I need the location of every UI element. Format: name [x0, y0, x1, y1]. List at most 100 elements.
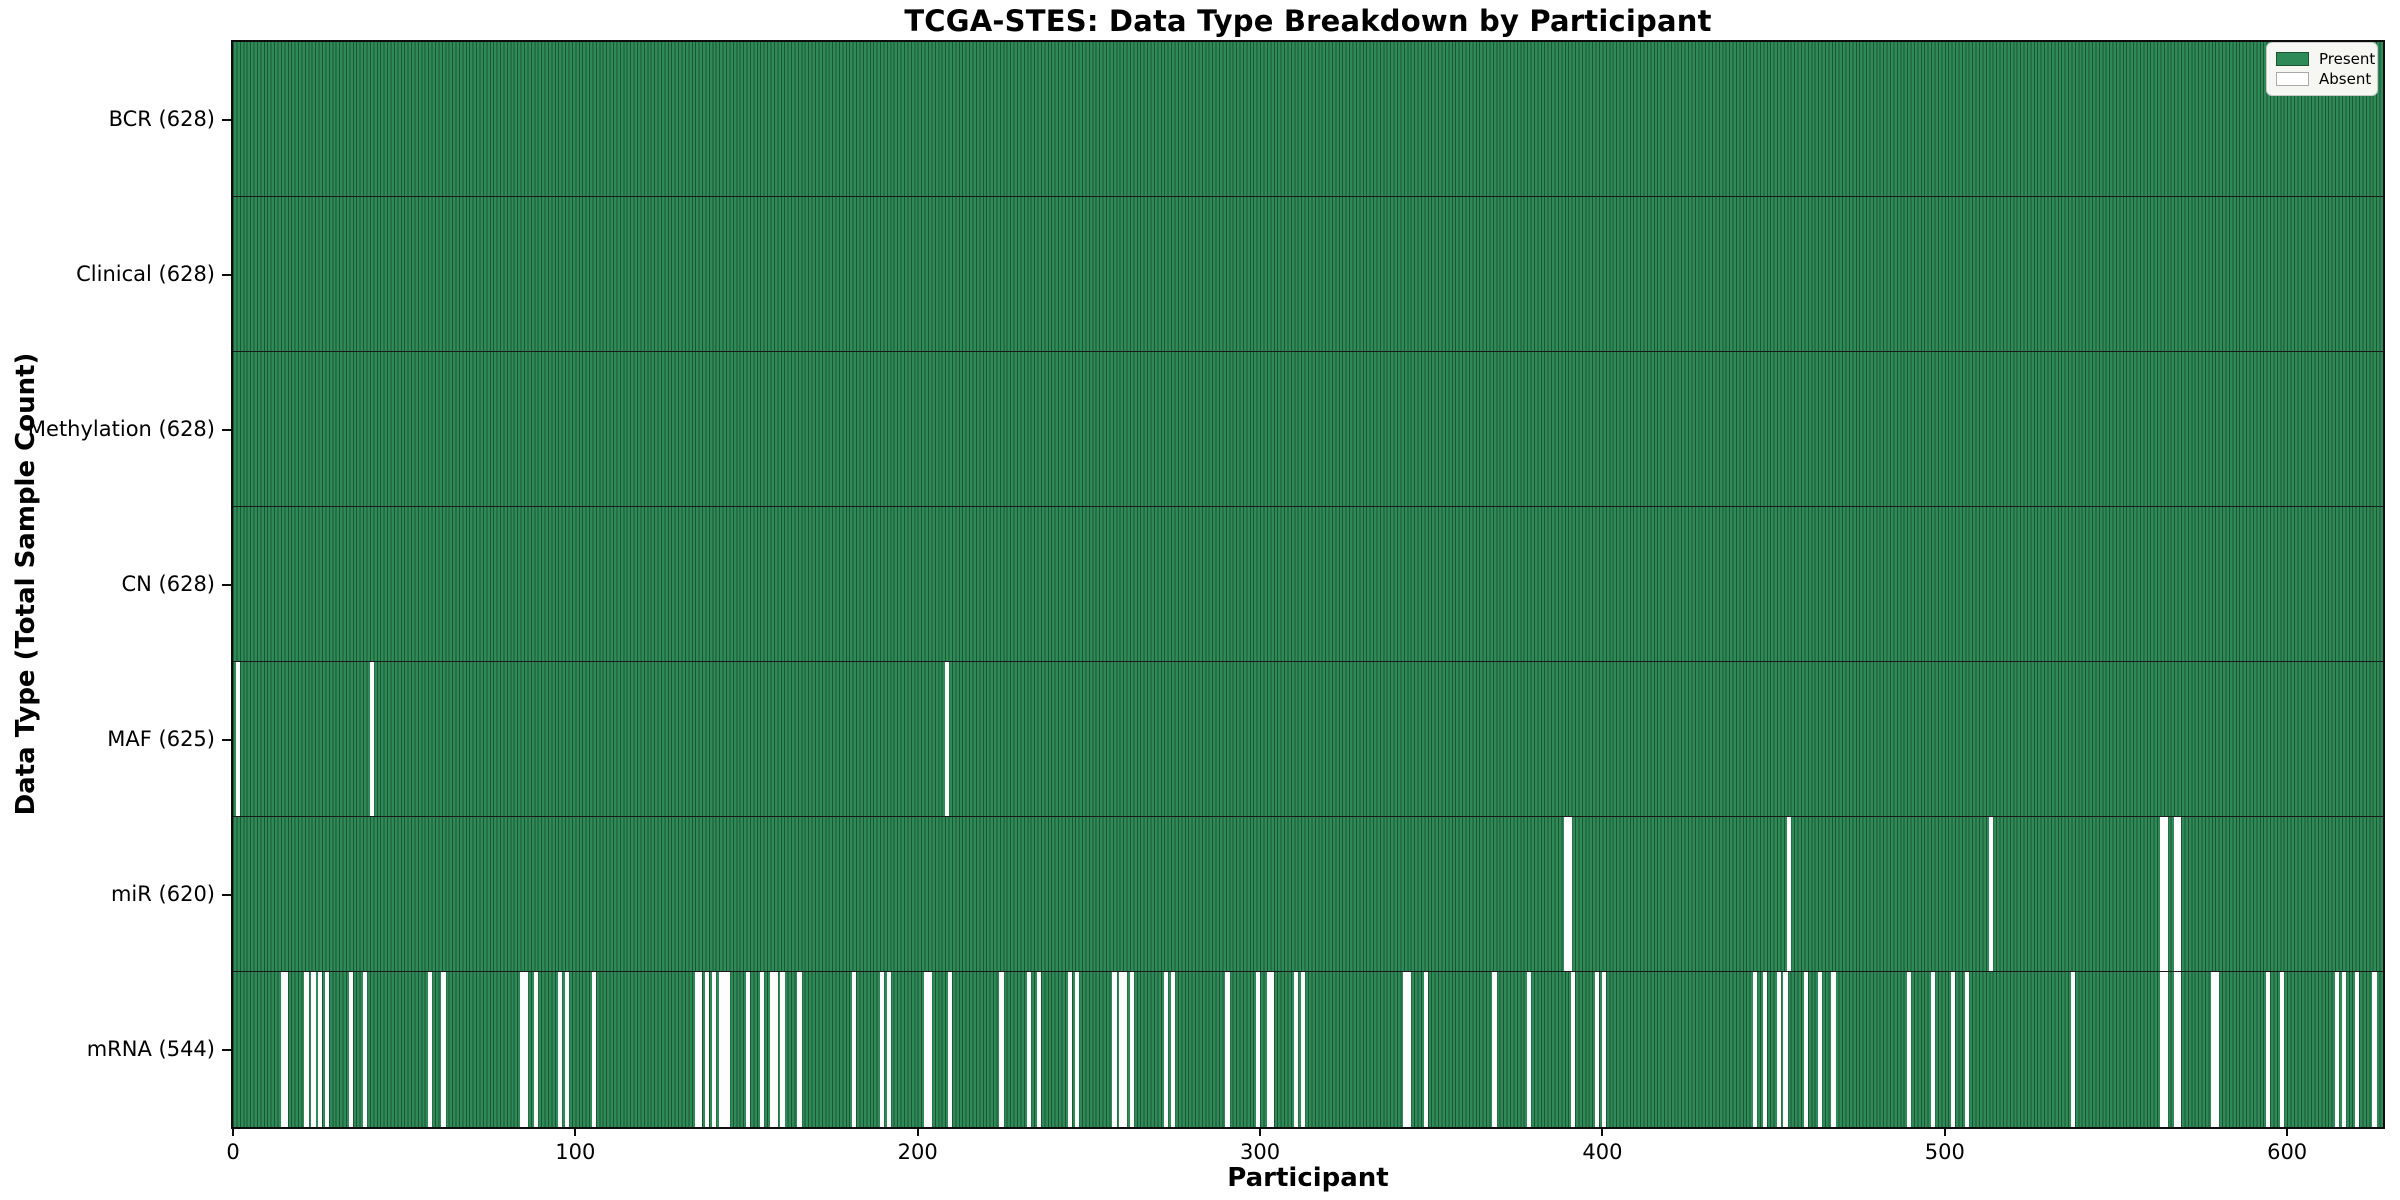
- absent-gap: [280, 972, 285, 1127]
- absent-gap: [283, 972, 289, 1127]
- row-CN: [233, 507, 2383, 662]
- absent-gap: [1256, 972, 1261, 1127]
- absent-gap: [236, 662, 241, 816]
- row-miR: [233, 817, 2383, 972]
- absent-gap: [362, 972, 367, 1127]
- row-Clinical: [233, 197, 2383, 352]
- absent-gap: [1403, 972, 1408, 1127]
- absent-gap: [2173, 972, 2178, 1127]
- absent-gap: [1163, 972, 1168, 1127]
- absent-gap: [1595, 972, 1600, 1127]
- absent-gap: [948, 972, 953, 1127]
- absent-gap: [725, 972, 730, 1127]
- absent-gap: [2160, 817, 2165, 971]
- absent-gap: [1526, 972, 1531, 1127]
- y-tick-label: miR (620): [110, 882, 215, 906]
- x-tick-mark: [1259, 1127, 1262, 1136]
- absent-gap: [441, 972, 446, 1127]
- absent-gap: [1762, 972, 1768, 1127]
- absent-gap: [1067, 972, 1073, 1127]
- x-tick-label: 300: [1240, 1140, 1281, 1164]
- y-tick-mark: [222, 583, 231, 586]
- x-tick-label: 100: [555, 1140, 596, 1164]
- absent-gap: [2266, 972, 2271, 1127]
- legend-entry: Absent: [2276, 69, 2372, 89]
- absent-gap: [1300, 972, 1305, 1127]
- y-tick-label: Clinical (628): [76, 262, 215, 286]
- absent-gap: [879, 972, 884, 1127]
- absent-gap: [1293, 972, 1299, 1127]
- absent-gap: [1492, 972, 1497, 1127]
- x-tick-label: 500: [1924, 1140, 1965, 1164]
- absent-gap: [1424, 972, 1429, 1127]
- absent-gap: [1602, 972, 1607, 1127]
- legend-label: Absent: [2319, 69, 2372, 88]
- absent-gap: [1786, 817, 1792, 971]
- absent-gap: [1037, 972, 1042, 1127]
- absent-gap: [564, 972, 569, 1127]
- plot-area: [231, 40, 2385, 1129]
- absent-gap: [1831, 972, 1836, 1127]
- absent-gap: [1269, 972, 1275, 1127]
- absent-gap: [325, 972, 330, 1127]
- absent-gap: [2214, 972, 2220, 1127]
- y-tick-label: BCR (628): [108, 107, 215, 131]
- x-tick-label: 0: [226, 1140, 240, 1164]
- absent-gap: [698, 972, 703, 1127]
- absent-gap: [2211, 972, 2216, 1127]
- absent-gap: [694, 972, 699, 1127]
- y-tick-mark: [222, 738, 231, 741]
- absent-gap: [1752, 972, 1757, 1127]
- absent-gap: [2071, 972, 2076, 1127]
- absent-gap: [1564, 817, 1569, 971]
- legend-swatch-present: [2276, 52, 2309, 66]
- absent-gap: [1170, 972, 1175, 1127]
- absent-gap: [523, 972, 528, 1127]
- absent-gap: [1817, 972, 1822, 1127]
- absent-gap: [1122, 972, 1127, 1127]
- absent-gap: [557, 972, 563, 1127]
- y-tick-mark: [222, 1048, 231, 1051]
- x-tick-label: 200: [897, 1140, 938, 1164]
- y-tick-mark: [222, 428, 231, 431]
- absent-gap: [311, 972, 316, 1127]
- x-tick-mark: [2286, 1127, 2289, 1136]
- x-axis-label: Participant: [1227, 1163, 1389, 1193]
- x-tick-mark: [232, 1127, 234, 1136]
- absent-gap: [1225, 972, 1230, 1127]
- absent-gap: [2372, 972, 2377, 1127]
- row-Methylation: [233, 352, 2383, 507]
- absent-gap: [349, 972, 354, 1127]
- absent-gap: [1571, 972, 1576, 1127]
- row-MAF: [233, 662, 2383, 817]
- absent-gap: [1776, 972, 1781, 1127]
- absent-gap: [944, 662, 949, 816]
- absent-gap: [718, 972, 723, 1127]
- absent-gap: [2177, 972, 2182, 1127]
- absent-gap: [304, 972, 309, 1127]
- absent-gap: [780, 972, 785, 1127]
- absent-gap: [2177, 817, 2182, 971]
- y-tick-label: MAF (625): [107, 727, 215, 751]
- absent-gap: [924, 972, 929, 1127]
- absent-gap: [592, 972, 597, 1127]
- absent-gap: [722, 972, 727, 1127]
- absent-gap: [2163, 817, 2168, 971]
- row-mRNA: [233, 972, 2383, 1127]
- absent-gap: [927, 972, 932, 1127]
- absent-gap: [533, 972, 539, 1127]
- absent-gap: [852, 972, 857, 1127]
- absent-gap: [2160, 972, 2165, 1127]
- absent-gap: [999, 972, 1004, 1127]
- absent-gap: [1119, 972, 1124, 1127]
- y-tick-mark: [222, 893, 231, 896]
- absent-gap: [1074, 972, 1079, 1127]
- absent-gap: [1964, 972, 1970, 1127]
- legend-label: Present: [2319, 49, 2376, 68]
- absent-gap: [2355, 972, 2360, 1127]
- absent-gap: [770, 972, 775, 1127]
- absent-gap: [711, 972, 717, 1127]
- x-tick-mark: [1601, 1127, 1604, 1136]
- absent-gap: [2341, 972, 2346, 1127]
